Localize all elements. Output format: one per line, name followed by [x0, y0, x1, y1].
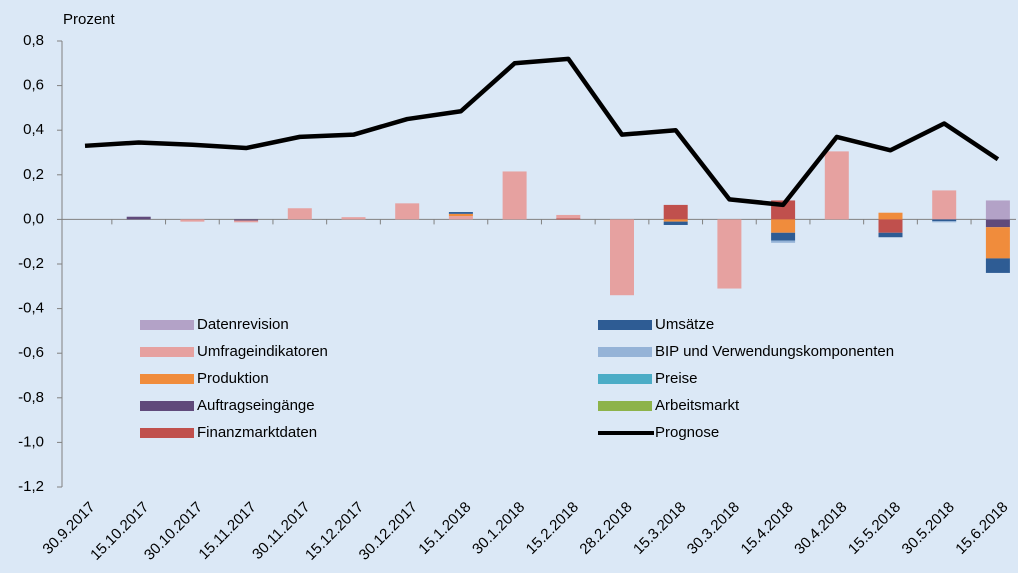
- bar-segment: [126, 216, 151, 220]
- legend-swatch: [598, 347, 652, 357]
- bar-segment: [610, 219, 634, 296]
- x-tick-label: 30.1.2018: [469, 499, 528, 558]
- y-tick-label: 0,0: [23, 210, 44, 227]
- y-tick-label: -1,2: [18, 478, 44, 495]
- bar-segment: [878, 212, 903, 220]
- bar-segment: [985, 258, 1010, 273]
- y-tick-label: -1,0: [18, 433, 44, 450]
- bar-segment: [878, 232, 903, 238]
- bar-segment: [771, 240, 796, 243]
- bar-segment: [663, 219, 688, 222]
- legend-label: Umsätze: [655, 316, 714, 333]
- line: [84, 56, 1000, 208]
- y-tick-label: -0,4: [18, 300, 44, 317]
- legend-swatch: [598, 401, 652, 411]
- bar-segment: [502, 171, 527, 220]
- y-axis-label: Prozent: [63, 11, 116, 28]
- bar-segment: [932, 221, 957, 223]
- bar-segment: [771, 219, 796, 233]
- y-tick-label: -0,8: [18, 389, 44, 406]
- x-tick-label: 28.2.2018: [576, 499, 635, 558]
- legend-swatch: [598, 320, 652, 330]
- legend-swatch: [598, 374, 652, 384]
- bar-segment: [985, 200, 1010, 220]
- bar-segment: [663, 204, 688, 220]
- y-tick-label: 0,8: [23, 32, 44, 49]
- bar-segment: [448, 212, 473, 214]
- legend-swatch: [140, 320, 194, 330]
- x-tick-label: 15.2.2018: [523, 499, 582, 558]
- legend-label: Preise: [655, 370, 698, 387]
- bar-segment: [932, 219, 957, 222]
- bar-segment: [878, 219, 903, 233]
- bar-segment: [985, 219, 1010, 228]
- bar-segment: [824, 151, 849, 220]
- legend-label: Auftragseingänge: [197, 397, 315, 414]
- bar-segment: [985, 227, 1010, 259]
- legend-label: BIP und Verwendungskomponenten: [655, 343, 894, 360]
- x-tick-label: 15.6.2018: [952, 499, 1011, 558]
- legend-swatch: [140, 374, 194, 384]
- x-tick-label: 30.3.2018: [684, 499, 743, 558]
- bar-segment: [234, 219, 259, 221]
- y-tick-label: 0,4: [23, 121, 44, 138]
- legend-label: Finanzmarktdaten: [197, 424, 317, 441]
- x-tick-label: 15.4.2018: [738, 499, 797, 558]
- y-tick-label: -0,6: [18, 344, 44, 361]
- y-tick-label: 0,6: [23, 77, 44, 94]
- x-tick-label: 15.3.2018: [630, 499, 689, 558]
- legend-label: Umfrageindikatoren: [197, 343, 328, 360]
- bar-segment: [663, 221, 688, 225]
- x-tick-label: 15.5.2018: [845, 499, 904, 558]
- legend-swatch: [140, 401, 194, 411]
- legend-label: Prognose: [655, 424, 719, 441]
- x-tick-label: 30.5.2018: [899, 499, 958, 558]
- bar-segment: [717, 219, 742, 289]
- x-tick-label: 15.1.2018: [415, 499, 474, 558]
- bar-segment: [556, 218, 581, 220]
- legend-label: Arbeitsmarkt: [655, 397, 740, 414]
- bar-segment: [234, 220, 259, 223]
- bar-segment: [556, 214, 581, 219]
- x-tick-label: 30.10.2017: [141, 499, 206, 564]
- bar-segment: [395, 203, 420, 220]
- legend-label: Datenrevision: [197, 316, 289, 333]
- bar-segment: [932, 190, 957, 220]
- bar-segment: [287, 208, 312, 220]
- legend-swatch: [140, 428, 194, 438]
- bar-segment: [448, 213, 473, 217]
- legend-label: Produktion: [197, 370, 269, 387]
- bar-segment: [448, 216, 473, 220]
- bar-segment: [771, 232, 796, 241]
- x-tick-label: 30.12.2017: [356, 499, 421, 564]
- x-tick-label: 30.4.2018: [791, 499, 850, 558]
- legend-swatch: [140, 347, 194, 357]
- y-tick-label: -0,2: [18, 255, 44, 272]
- bar-segment: [180, 219, 205, 222]
- bar-segment: [341, 217, 366, 220]
- y-tick-label: 0,2: [23, 166, 44, 183]
